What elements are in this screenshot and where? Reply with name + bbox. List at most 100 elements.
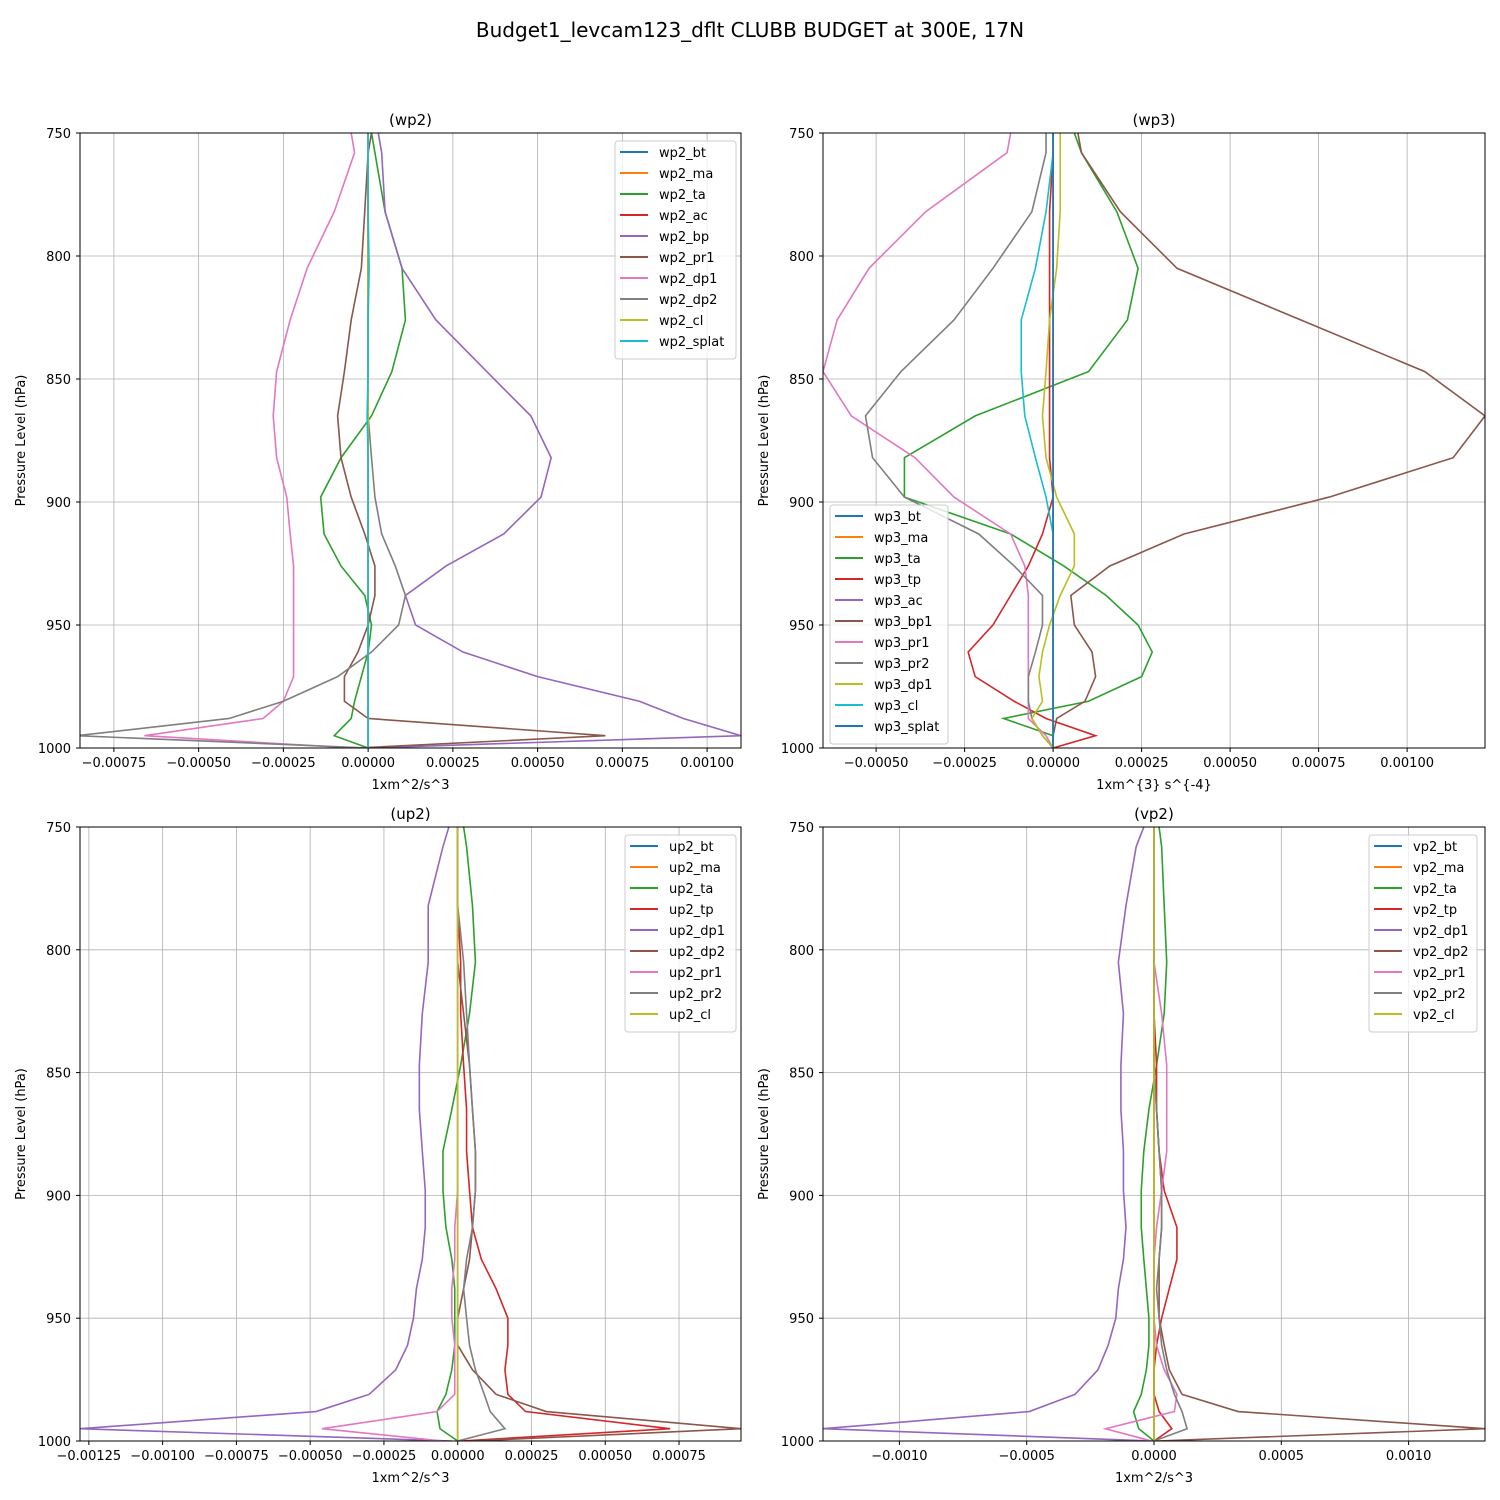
legend-label: wp3_tp <box>874 573 921 588</box>
legend-label: wp3_ta <box>874 552 921 567</box>
legend-box <box>624 834 737 1033</box>
y-axis-label: Pressure Level (hPa) <box>14 1068 29 1200</box>
y-tick-label: 1000 <box>38 1435 71 1450</box>
x-tick-label: −0.0010 <box>871 1449 927 1464</box>
legend-label: up2_pr2 <box>669 987 722 1002</box>
y-tick-label: 900 <box>46 496 71 511</box>
legend-label: up2_tp <box>669 903 714 918</box>
x-tick-label: 0.00025 <box>1115 756 1169 771</box>
y-tick-label: 800 <box>46 250 71 265</box>
legend-label: wp3_pr1 <box>874 636 930 651</box>
x-tick-label: 0.00050 <box>511 756 565 771</box>
panel-1: −0.00050 −0.00025 0.00000 0.00025 0.00050 0.0… <box>757 111 1486 793</box>
y-tick-label: 900 <box>46 1189 71 1204</box>
legend-label: up2_bt <box>669 840 714 855</box>
x-tick-label: −0.00050 <box>844 756 909 771</box>
series-line-up2_pr2 <box>456 827 507 1441</box>
y-tick-label: 750 <box>46 821 71 836</box>
x-tick-label: −0.00050 <box>278 1449 343 1464</box>
panel-3: −0.0010 −0.0005 0.0000 0.0005 0.0010 750 800 85… <box>757 805 1486 1486</box>
x-tick-label: 0.0000 <box>1131 1449 1177 1464</box>
legend-label: wp2_ac <box>659 209 708 224</box>
legend-label: vp2_pr2 <box>1413 987 1466 1002</box>
panel-title: (up2) <box>390 805 430 823</box>
y-axis-label: Pressure Level (hPa) <box>757 375 772 507</box>
y-tick-label: 950 <box>789 1312 814 1327</box>
y-tick-label: 950 <box>789 619 814 634</box>
x-tick-label: −0.00050 <box>166 756 231 771</box>
series-line-wp2_bp <box>368 133 741 748</box>
axes-frame <box>79 826 742 1442</box>
series-line-wp3_pr2 <box>864 133 1054 748</box>
series-line-wp2_pr1 <box>336 133 606 748</box>
panels: −0.00075 −0.00050 −0.00025 0.00000 0.00025 0.… <box>14 111 1486 1486</box>
x-tick-label: −0.00025 <box>932 756 997 771</box>
legend-label: up2_ma <box>669 861 721 876</box>
y-tick-label: 800 <box>789 944 814 959</box>
x-tick-label: 0.00025 <box>426 756 480 771</box>
y-axis-label: Pressure Level (hPa) <box>14 375 29 507</box>
legend: vp2_bt vp2_ma vp2_ta vp2_tp vp2_dp1 vp2_dp2vp… <box>1368 834 1478 1033</box>
series-line-vp2_ta <box>1132 827 1168 1441</box>
x-tick-label: 0.00075 <box>595 756 649 771</box>
y-tick-label: 950 <box>46 1312 71 1327</box>
y-tick-label: 800 <box>789 250 814 265</box>
panel-title: (wp2) <box>389 111 432 129</box>
legend-label: wp3_ac <box>874 594 923 609</box>
x-tick-label: 0.00050 <box>578 1449 632 1464</box>
figure-title: Budget1_levcam123_dflt CLUBB BUDGET at 3… <box>476 18 1024 42</box>
legend-label: wp3_pr2 <box>874 657 930 672</box>
legend-label: vp2_dp2 <box>1413 945 1469 960</box>
legend-label: up2_pr1 <box>669 966 722 981</box>
panel-0: −0.00075 −0.00050 −0.00025 0.00000 0.00025 0.… <box>14 111 742 793</box>
y-tick-label: 900 <box>789 1189 814 1204</box>
y-tick-label: 850 <box>46 373 71 388</box>
legend-label: wp2_splat <box>659 335 724 350</box>
axes-frame <box>822 132 1486 749</box>
x-tick-label: 0.00075 <box>652 1449 706 1464</box>
series-line-up2_ta <box>436 827 477 1441</box>
series-group <box>823 827 1485 1441</box>
y-tick-label: 800 <box>46 944 71 959</box>
x-tick-label: −0.00075 <box>82 756 147 771</box>
series-line-up2_dp1 <box>80 827 452 1441</box>
panel-2: −0.00125 −0.00100 −0.00075 −0.00050 −0.00025… <box>14 805 742 1486</box>
legend-label: up2_cl <box>669 1008 711 1023</box>
legend-label: vp2_ma <box>1413 861 1464 876</box>
y-tick-label: 750 <box>46 127 71 142</box>
x-tick-label: −0.00075 <box>204 1449 269 1464</box>
x-axis-label: 1xm^2/s^3 <box>371 1471 449 1486</box>
y-tick-label: 1000 <box>38 742 71 757</box>
series-line-vp2_dp1 <box>823 827 1152 1441</box>
legend-label: wp2_cl <box>659 314 703 329</box>
y-tick-label: 1000 <box>781 1435 814 1450</box>
axes-frame <box>79 132 742 749</box>
x-tick-label: 0.00050 <box>1203 756 1257 771</box>
x-tick-label: 0.00100 <box>1380 756 1434 771</box>
y-tick-label: 850 <box>46 1067 71 1082</box>
series-line-wp2_splat <box>366 133 370 748</box>
legend-label: wp2_bp <box>659 230 709 245</box>
y-tick-label: 750 <box>789 821 814 836</box>
x-tick-label: −0.0005 <box>998 1449 1054 1464</box>
legend: wp3_bt wp3_ma wp3_ta wp3_tp wp3_ac wp3_bp1 wp3… <box>829 504 949 745</box>
legend-label: wp2_bt <box>659 146 706 161</box>
y-tick-label: 850 <box>789 373 814 388</box>
x-axis-label: 1xm^2/s^3 <box>371 778 449 793</box>
x-tick-label: −0.00100 <box>130 1449 195 1464</box>
legend-label: vp2_tp <box>1413 903 1457 918</box>
legend-box <box>614 140 737 360</box>
series-line-wp3_bp1 <box>1052 133 1485 748</box>
legend-label: vp2_dp1 <box>1413 924 1469 939</box>
legend-label: wp3_bp1 <box>874 615 932 630</box>
x-tick-label: 0.00100 <box>680 756 734 771</box>
legend-label: vp2_cl <box>1413 1008 1454 1023</box>
legend-label: up2_dp1 <box>669 924 725 939</box>
legend: up2_bt up2_ma up2_ta up2_tp up2_dp1 up2_dp2up… <box>624 834 737 1033</box>
x-tick-label: −0.00025 <box>251 756 316 771</box>
x-axis-label: 1xm^{3} s^{-4} <box>1096 778 1212 793</box>
legend-label: up2_dp2 <box>669 945 725 960</box>
x-tick-label: 0.0005 <box>1259 1449 1305 1464</box>
